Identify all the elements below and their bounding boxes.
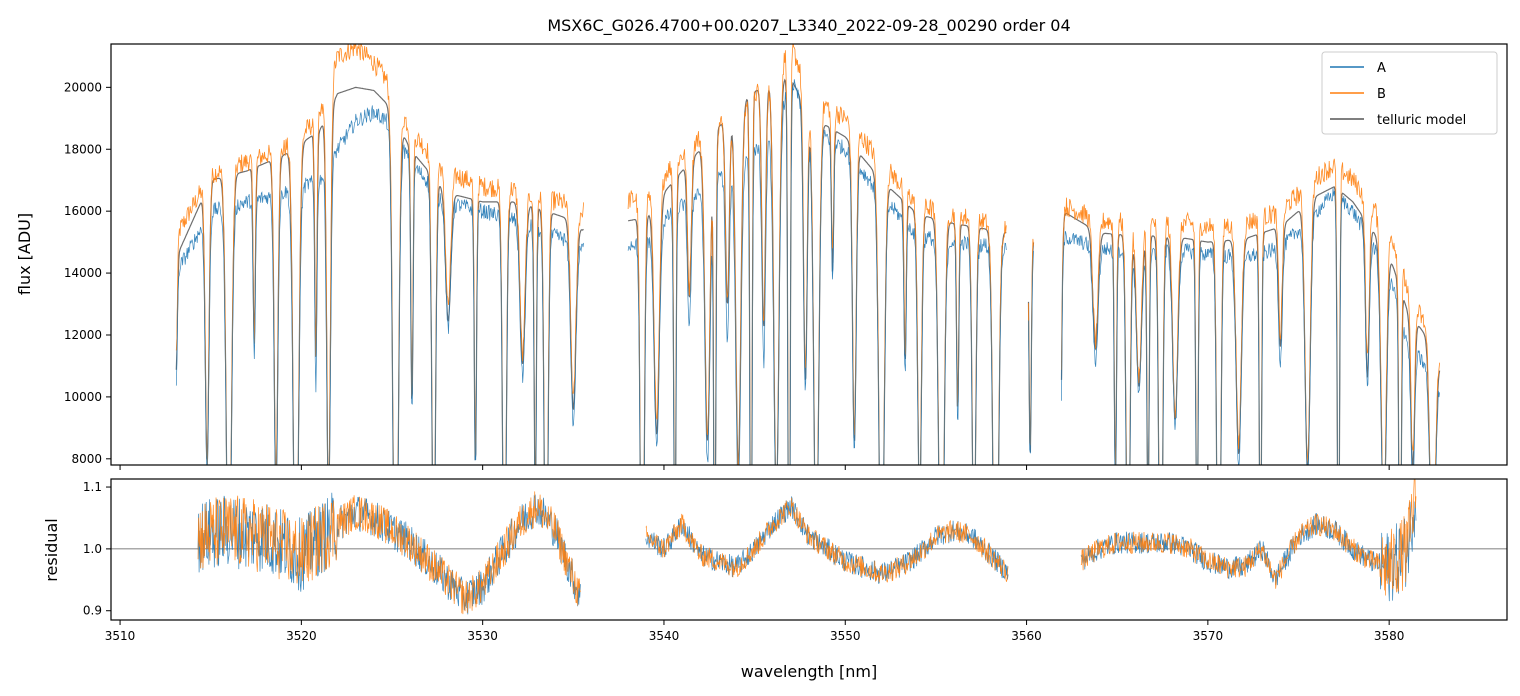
flux-y-ticks: 8000 10000 12000 14000 16000 18000 20000 [64,80,111,466]
flux-y-tick-label: 12000 [64,328,102,342]
residual-x-tick-label: 3530 [467,629,498,643]
residual-x-tick-label: 3510 [105,629,136,643]
residual-series-a [197,492,1417,615]
chart-title: MSX6C_G026.4700+00.0207_L3340_2022-09-28… [547,16,1070,36]
residual-y-tick-label: 1.1 [83,480,102,494]
flux-y-tick-label: 20000 [64,80,102,94]
legend: A B telluric model [1321,51,1498,135]
flux-y-tick-label: 16000 [64,204,102,218]
residual-x-tick-label: 3580 [1374,629,1405,643]
flux-plot-area [175,44,1441,465]
residual-x-ticks: 3510 3520 3530 3540 3550 3560 3570 3580 [105,620,1405,643]
flux-panel: 8000 10000 12000 14000 16000 18000 20000 flux … [15,43,1508,470]
residual-y-tick-label: 0.9 [83,604,102,618]
flux-series-b [175,44,1440,465]
flux-x-ticks [119,465,1390,470]
flux-y-tick-label: 10000 [64,390,102,404]
residual-x-tick-label: 3550 [830,629,861,643]
residual-y-ticks: 0.9 1.0 1.1 [83,480,111,618]
legend-label-b: B [1377,87,1386,102]
residual-panel-frame [110,478,1508,621]
x-axis-label: wavelength [nm] [741,662,878,681]
flux-panel-frame [110,43,1508,466]
legend-box [1321,51,1498,135]
legend-label-a: A [1377,61,1386,76]
flux-y-axis-label: flux [ADU] [15,213,34,295]
residual-y-axis-label: residual [42,518,61,581]
residual-plot-area [111,479,1507,615]
residual-series-b [197,479,1417,615]
residual-x-tick-label: 3560 [1011,629,1042,643]
residual-x-tick-label: 3520 [286,629,317,643]
flux-series-telluric-model [175,78,1441,465]
flux-y-tick-label: 18000 [64,142,102,156]
flux-y-tick-label: 8000 [71,452,102,466]
residual-y-tick-label: 1.0 [83,542,102,556]
residual-x-tick-label: 3570 [1193,629,1224,643]
residual-x-tick-label: 3540 [649,629,680,643]
residual-panel: 0.91.01.1 3510 3520 3530 3540 3550 3560 3570 35… [42,478,1508,681]
legend-label-telluric-model: telluric model [1377,113,1466,128]
flux-y-tick-label: 14000 [64,266,102,280]
flux-series-a [175,79,1440,465]
